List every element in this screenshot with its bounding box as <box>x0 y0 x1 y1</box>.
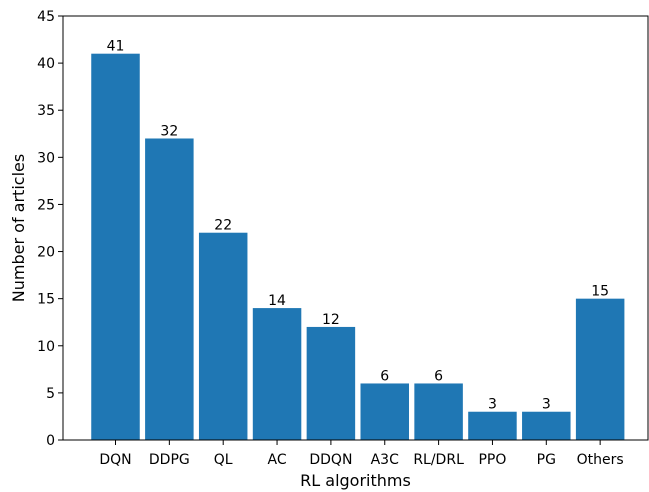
y-axis-title: Number of articles <box>9 154 28 302</box>
x-axis-title: RL algorithms <box>300 471 411 490</box>
data-label: 6 <box>380 368 389 384</box>
x-tick-label: DDPG <box>149 452 190 468</box>
axes-spines <box>62 15 649 441</box>
bar-rl-drl <box>414 383 463 440</box>
data-label: 41 <box>107 39 125 55</box>
bar-others <box>575 298 625 440</box>
y-tick-label: 40 <box>37 56 55 72</box>
x-tick-label: QL <box>214 452 233 468</box>
y-tick-label: 0 <box>46 433 55 449</box>
data-label: 3 <box>488 397 497 413</box>
x-tick-label: RL/DRL <box>413 452 464 468</box>
y-tick-label: 25 <box>37 197 55 213</box>
y-tick-label: 10 <box>37 339 55 355</box>
y-tick-label: 5 <box>46 386 55 402</box>
y-tick-label: 30 <box>37 150 55 166</box>
data-label: 14 <box>268 293 286 309</box>
bar-ac <box>252 308 302 440</box>
x-tick-label: AC <box>267 452 286 468</box>
bar-ppo <box>468 411 517 440</box>
y-axis-ticks: 0 5 10 15 20 25 30 35 40 45 <box>37 9 63 449</box>
y-tick-label: 45 <box>37 9 55 25</box>
bar-ql <box>198 232 248 440</box>
bar-ddqn <box>306 326 356 440</box>
x-tick-label: A3C <box>371 452 399 468</box>
x-tick-label: PG <box>537 452 556 468</box>
data-label: 32 <box>160 123 178 139</box>
bar-dqn <box>91 53 140 440</box>
data-label: 6 <box>434 368 443 384</box>
data-label: 15 <box>591 284 609 300</box>
x-tick-label: Others <box>577 452 624 468</box>
data-label: 22 <box>214 218 232 234</box>
x-tick-label: PPO <box>478 452 506 468</box>
data-label: 3 <box>542 397 551 413</box>
y-tick-label: 35 <box>37 103 55 119</box>
y-tick-label: 20 <box>37 245 55 261</box>
bar-ddpg <box>145 138 194 440</box>
bar-pg <box>522 411 571 440</box>
data-labels-group: 41 32 22 14 12 6 6 3 3 15 <box>107 39 609 413</box>
x-tick-label: DDQN <box>309 452 352 468</box>
x-tick-label: DQN <box>99 452 131 468</box>
x-axis-ticks: DQN DDPG QL AC DDQN A3C RL/DRL PPO PG Others <box>99 440 624 468</box>
y-tick-label: 15 <box>37 292 55 308</box>
bars-group <box>91 53 625 440</box>
bar-a3c <box>360 383 409 440</box>
axes-frame <box>62 15 649 441</box>
data-label: 12 <box>322 312 340 328</box>
